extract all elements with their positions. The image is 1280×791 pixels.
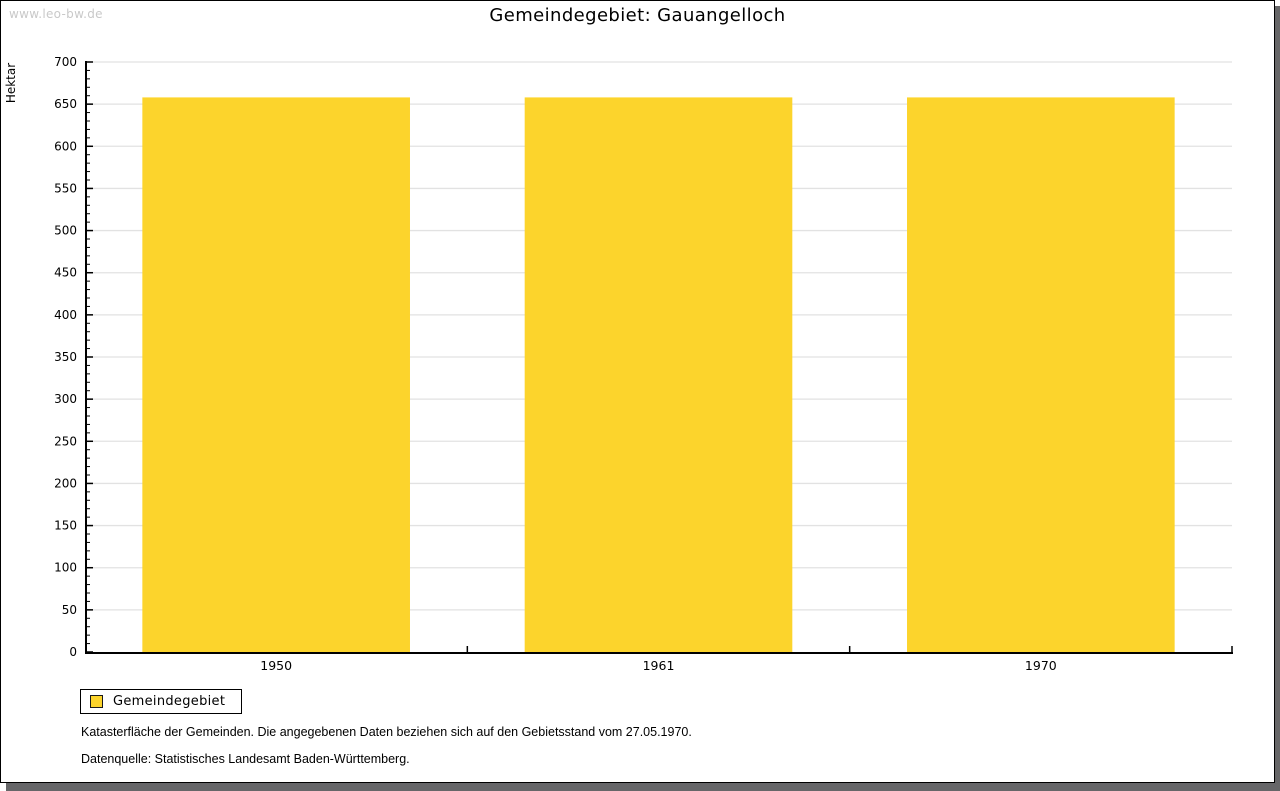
svg-text:700: 700 [54,55,77,69]
footnote-source-note: Katasterfläche der Gemeinden. Die angege… [81,725,692,739]
frame-shadow-right [1275,6,1280,791]
svg-text:250: 250 [54,434,77,448]
watermark-text: www.leo-bw.de [9,7,103,21]
chart-title: Gemeindegebiet: Gauangelloch [489,5,786,26]
svg-text:350: 350 [54,350,77,364]
svg-text:400: 400 [54,308,77,322]
svg-text:150: 150 [54,519,77,533]
svg-text:450: 450 [54,266,77,280]
legend-swatch-gemeindegebiet [90,695,103,708]
frame-shadow-bottom [6,783,1280,791]
bar-chart: 0 50 100 150 200 250 300 350 400 450 500 550 600 650 7… [4,55,1233,673]
svg-text:Hektar: Hektar [4,63,18,103]
svg-text:1961: 1961 [643,658,675,673]
svg-text:550: 550 [54,181,77,195]
footnote-data-source: Datenquelle: Statistisches Landesamt Bad… [81,752,410,766]
svg-text:1950: 1950 [260,658,292,673]
svg-text:1970: 1970 [1025,658,1057,673]
svg-text:200: 200 [54,476,77,490]
svg-text:650: 650 [54,97,77,111]
svg-text:600: 600 [54,139,77,153]
svg-text:300: 300 [54,392,77,406]
svg-text:500: 500 [54,224,77,238]
svg-text:100: 100 [54,561,77,575]
svg-text:50: 50 [62,603,77,617]
svg-text:0: 0 [69,645,77,659]
legend: Gemeindegebiet [80,689,243,714]
legend-label: Gemeindegebiet [113,694,226,709]
